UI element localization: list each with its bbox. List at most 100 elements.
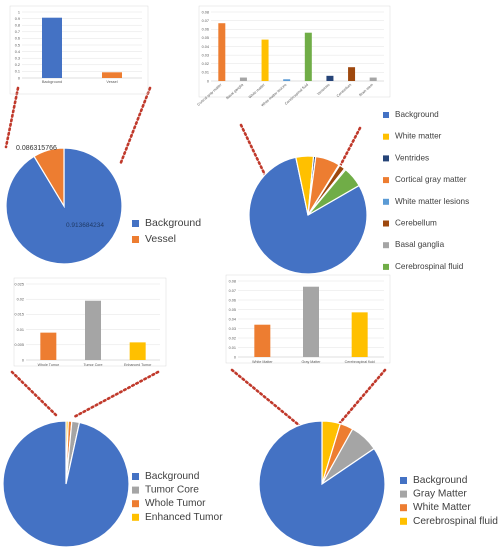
legend-label: Background: [395, 110, 439, 119]
bar: [85, 300, 101, 360]
legend-swatch: [383, 177, 389, 184]
x-tick-label: Vessel: [106, 80, 117, 84]
x-tick-label: Ventricles: [316, 83, 330, 97]
legend-label: Cerebellum: [395, 219, 437, 228]
y-tick-label: 0.1: [15, 70, 20, 74]
bar: [261, 39, 269, 81]
legend-label: Gray Matter: [413, 489, 467, 500]
y-tick-label: 0.07: [202, 19, 209, 23]
tissue-pie: Background Gray Matter White Matter Cerebro…: [258, 420, 498, 548]
pie-slice: [248, 156, 368, 275]
x-tick-label: Cerebellum: [336, 83, 352, 98]
pie-slice: [33, 147, 65, 209]
data-label: 0.086315766: [16, 145, 57, 152]
bar: [129, 342, 146, 360]
y-tick-label: 0.03: [202, 53, 209, 57]
x-tick-label: Enhanced Tumor: [124, 363, 152, 367]
legend-swatch: [383, 112, 389, 118]
connector-line: [72, 370, 160, 419]
y-tick-label: 0.02: [229, 336, 236, 340]
x-tick-label: White Matter: [252, 360, 273, 364]
x-tick-label: Cortical gray matter: [197, 82, 224, 106]
bar: [351, 312, 368, 357]
x-tick-label: Cerebrospinal fluid: [284, 83, 309, 106]
connector-line: [239, 123, 267, 177]
legend-swatch: [132, 473, 139, 480]
y-tick-label: 0.01: [17, 328, 24, 332]
legend-swatch: [383, 263, 389, 270]
legend-swatch: [132, 500, 139, 508]
pie-slice: [307, 168, 360, 216]
charts: 0 0.1 0.2 0.3 0.4 0.5 0.6 0.7 0.8 0.9 1 Background V…: [2, 5, 498, 548]
connector-line: [337, 368, 387, 426]
bar: [218, 23, 226, 81]
y-tick-label: 0.4: [15, 50, 20, 54]
y-tick-label: 0.2: [15, 63, 20, 67]
legend-label: Enhanced Tumor: [145, 512, 223, 523]
zoom-connectors: [4, 86, 387, 428]
y-tick-label: 1: [18, 10, 20, 14]
legend-label: Vessel: [145, 233, 176, 245]
bar: [42, 17, 62, 79]
bar: [239, 77, 247, 81]
y-tick-label: 0.6: [15, 37, 20, 41]
x-tick-label: Cerebrospinal fluid: [345, 360, 375, 364]
tumor-bar: 0 0.005 0.01 0.015 0.02 0.025 Whole Tumor Tumor…: [14, 282, 160, 367]
connector-line: [118, 86, 152, 167]
connector-line: [10, 370, 60, 419]
y-tick-label: 0.06: [202, 28, 209, 32]
legend-label: Background: [145, 217, 201, 229]
y-tick-label: 0.9: [15, 17, 20, 21]
legend-swatch: [383, 198, 389, 205]
y-tick-label: 0.005: [14, 343, 24, 347]
panel-frame: [13, 277, 167, 367]
y-tick-label: 0: [22, 358, 24, 362]
connector-line: [4, 86, 20, 149]
y-tick-label: 0.05: [229, 308, 236, 312]
y-tick-label: 0.08: [202, 10, 209, 14]
legend-label: White Matter: [413, 502, 471, 513]
y-tick-label: 0.05: [202, 36, 209, 40]
legend-swatch: [400, 504, 407, 512]
legend-swatch: [383, 133, 389, 140]
legend-label: Whole Tumor: [145, 498, 206, 509]
y-tick-label: 0.03: [229, 327, 236, 331]
y-tick-label: 0.015: [14, 313, 24, 317]
legend-label: Basal ganglia: [395, 240, 445, 249]
y-tick-label: 0.3: [15, 57, 20, 61]
y-tick-label: 0.01: [202, 71, 209, 75]
y-tick-label: 0: [207, 79, 209, 83]
bar: [40, 332, 57, 360]
vessel-bar: 0 0.1 0.2 0.3 0.4 0.5 0.6 0.7 0.8 0.9 1 Background V…: [15, 10, 142, 84]
y-tick-label: 0.025: [14, 282, 24, 286]
legend-swatch: [383, 242, 389, 249]
y-tick-label: 0: [18, 76, 20, 80]
y-tick-label: 0: [234, 355, 236, 359]
legend-swatch: [400, 477, 407, 484]
bar: [326, 75, 334, 81]
x-tick-label: Tumor Core: [83, 363, 102, 367]
bar: [303, 286, 319, 357]
y-tick-label: 0.04: [229, 317, 236, 321]
legend-label: Cerebrospinal fluid: [395, 262, 464, 271]
legend-swatch: [400, 490, 407, 498]
bar: [283, 79, 291, 81]
bar: [254, 324, 271, 357]
legend-label: Cortical gray matter: [395, 175, 467, 184]
legend-label: White matter lesions: [395, 197, 469, 206]
legend-swatch: [132, 513, 139, 521]
y-tick-label: 0.7: [15, 30, 20, 34]
legend-label: Cerebrospinal fluid: [413, 516, 498, 527]
legend-label: Tumor Core: [145, 485, 199, 496]
panel-frame: [198, 5, 391, 98]
brain-pie: Background White matter Ventrides Cortical …: [248, 110, 469, 275]
connector-line: [336, 126, 362, 172]
x-tick-label: Background: [42, 80, 62, 84]
y-tick-label: 0.07: [229, 289, 236, 293]
y-tick-label: 0.5: [15, 43, 20, 47]
y-tick-label: 0.02: [202, 62, 209, 66]
legend-label: Background: [145, 471, 200, 482]
connector-line: [230, 368, 302, 428]
x-tick-label: Whole Tumor: [38, 363, 60, 367]
y-tick-label: 0.08: [229, 279, 236, 283]
